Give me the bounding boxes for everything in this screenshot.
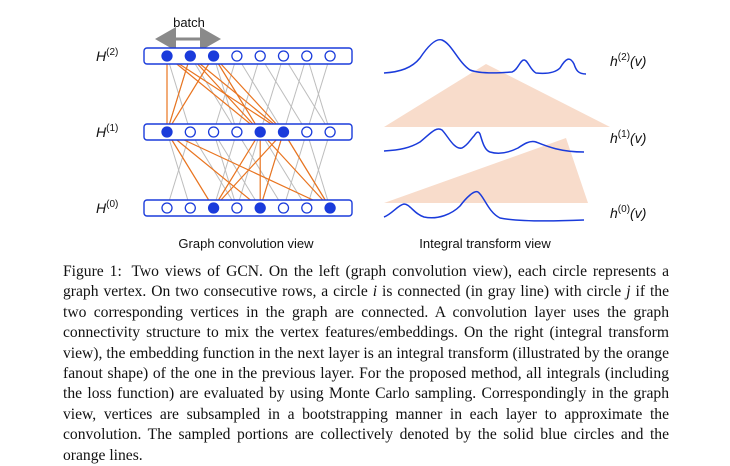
orange-edge xyxy=(166,55,261,133)
caption-label: Figure 1: xyxy=(63,263,122,280)
gray-edge xyxy=(259,55,308,133)
gray-edge xyxy=(259,131,308,209)
right-view-title: Integral transform view xyxy=(419,236,551,251)
gray-edge xyxy=(259,55,284,133)
batch-indicator: batch xyxy=(155,15,221,51)
layer-1-node-sampled xyxy=(161,126,173,138)
layer-label-h1: H(1) xyxy=(96,123,118,140)
orange-edge xyxy=(213,131,284,209)
fanout-shape-lower xyxy=(384,138,588,203)
caption-var-i: i xyxy=(372,283,378,301)
layer-1-node-unsampled xyxy=(231,126,243,138)
orange-edge xyxy=(259,131,331,209)
caption-text-part2: is connected (in gray line) with circle xyxy=(382,283,622,301)
layer-2-node-unsampled xyxy=(324,50,336,62)
graph-nodes xyxy=(161,50,336,214)
orange-edge xyxy=(259,131,285,209)
orange-edge xyxy=(166,55,215,133)
orange-edge xyxy=(166,55,191,133)
layer-2-node-sampled xyxy=(161,50,173,62)
orange-edge xyxy=(166,131,261,209)
function-label-h0: h(0)(v) xyxy=(610,204,646,221)
layer-0-node-unsampled xyxy=(161,202,173,214)
layer-1-node-unsampled xyxy=(207,126,220,138)
layer-2-node-unsampled xyxy=(277,50,290,62)
gray-edge xyxy=(213,131,238,209)
caption-text-part1: Two views of GCN. On the left (graph con… xyxy=(63,263,669,301)
layer-1-node-unsampled xyxy=(184,126,196,138)
caption-text-part3: if the two corresponding vertices in the… xyxy=(63,283,670,464)
function-label-h2: h(2)(v) xyxy=(610,52,646,69)
layer-0-node-sampled xyxy=(324,202,336,214)
layer-0-node-unsampled xyxy=(184,202,196,214)
layer-label-h0: H(0) xyxy=(96,199,118,216)
figure-caption: Figure 1: Two views of GCN. On the left … xyxy=(63,262,669,466)
layer-2-node-sampled xyxy=(207,50,220,62)
layer-0-node-unsampled xyxy=(301,202,313,214)
curve-h1 xyxy=(383,128,585,154)
gray-edge xyxy=(166,131,191,209)
orange-edge xyxy=(282,131,331,209)
layer-2-node-unsampled xyxy=(301,50,313,62)
layer-2-bar xyxy=(143,47,353,65)
layer-2-node-sampled xyxy=(184,50,196,62)
layer-0-node-sampled xyxy=(254,202,266,214)
gray-edge xyxy=(306,131,331,209)
figure-illustration: batch H(2) H(1) H(0) h(2)(v) h(1)(v) h(0… xyxy=(96,15,646,251)
gray-edge xyxy=(236,55,284,133)
layer-2-node-unsampled xyxy=(254,50,266,62)
layer-0-node-sampled xyxy=(207,202,220,214)
layer-1-node-unsampled xyxy=(301,126,313,138)
layer-1-node-sampled xyxy=(254,126,266,138)
gray-edge xyxy=(306,55,331,133)
layer-0-node-unsampled xyxy=(277,202,290,214)
curve-h2 xyxy=(383,38,587,75)
orange-edge xyxy=(213,55,284,133)
layer-label-h2: H(2) xyxy=(96,47,118,64)
caption-var-j: j xyxy=(626,283,631,301)
function-label-h1: h(1)(v) xyxy=(610,129,646,146)
orange-edges xyxy=(166,55,331,209)
layer-2-node-unsampled xyxy=(231,50,243,62)
orange-edge xyxy=(213,131,261,209)
layer-1-node-sampled xyxy=(277,126,290,138)
layer-1-node-unsampled xyxy=(324,126,336,138)
gray-edge xyxy=(283,55,308,133)
orange-edge xyxy=(213,55,261,133)
orange-edge xyxy=(166,131,215,209)
curve-h0 xyxy=(383,190,585,222)
gray-edge xyxy=(283,55,331,133)
layer-0-node-unsampled xyxy=(231,202,243,214)
fanout-shape-upper xyxy=(384,64,610,127)
batch-label: batch xyxy=(173,15,205,30)
layer-bars xyxy=(143,47,353,217)
left-view-title: Graph convolution view xyxy=(178,236,314,251)
layer-0-bar xyxy=(143,199,353,217)
orange-edge xyxy=(189,55,261,133)
layer-1-bar xyxy=(143,123,353,141)
